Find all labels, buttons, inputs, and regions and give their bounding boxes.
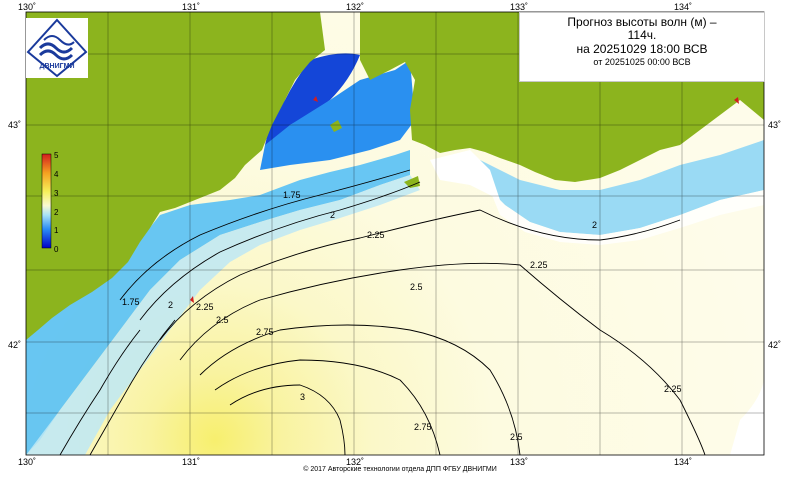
- red-marker-icon: [313, 96, 318, 102]
- title-line-3: на 20251029 18:00 ВСВ: [576, 42, 708, 56]
- land-north: [360, 12, 764, 182]
- footer-copyright: © 2017 Авторские технологии отдела ДПП Ф…: [303, 466, 497, 473]
- contour-lines: [59, 169, 706, 456]
- title-line-2: 114ч.: [627, 28, 657, 42]
- contour-label: 2.5: [410, 282, 423, 292]
- lon-bottom-label: 132˚: [346, 457, 365, 467]
- lon-top-label: 130˚: [18, 2, 37, 12]
- map-border: [25, 11, 765, 456]
- lon-bottom-label: 133˚: [510, 457, 529, 467]
- contour-label-group: 1.75 2 2.25 2.5 2.75 3 1.75 2 2.25 2.5 2…: [122, 190, 682, 442]
- logo-icon: ДВНИГМИ: [26, 18, 88, 78]
- lon-bottom-label: 134˚: [674, 457, 693, 467]
- lon-top-label: 131˚: [182, 2, 201, 12]
- coastal-band-east: [480, 140, 764, 235]
- contour-label: 2.25: [664, 384, 682, 394]
- sea-light-area: [730, 380, 764, 455]
- lon-top-label: 134˚: [674, 2, 693, 12]
- scale-tick-label: 4: [54, 170, 59, 179]
- lon-bottom-label: 131˚: [182, 457, 201, 467]
- contour-label: 2.75: [256, 327, 274, 337]
- red-marker-icon: [190, 296, 194, 303]
- logo-text: ДВНИГМИ: [40, 63, 75, 70]
- contour-label: 2: [592, 220, 597, 230]
- scale-tick-label: 3: [54, 189, 59, 198]
- bay-shallow: [260, 60, 415, 170]
- scale-tick-label: 5: [54, 151, 59, 160]
- coastal-band-west-outer: [26, 175, 420, 455]
- land-west: [26, 12, 325, 340]
- contour-label: 2.5: [216, 315, 229, 325]
- contour-label: 2.5: [510, 432, 523, 442]
- logo: ДВНИГМИ: [26, 18, 88, 78]
- contour-label: 2.25: [196, 302, 214, 312]
- contour-label: 2.25: [530, 260, 548, 270]
- contour-label: 3: [300, 392, 305, 402]
- lat-right-label: 43˚: [768, 120, 782, 130]
- contour-label: 1.75: [283, 190, 301, 200]
- lat-right-label: 42˚: [768, 340, 782, 350]
- coastal-band-east-white: [490, 190, 764, 245]
- lon-top-label: 133˚: [510, 2, 529, 12]
- title-line-1: Прогноз высоты волн (м) –: [567, 15, 717, 29]
- title-line-4: от 20251025 00:00 ВСВ: [593, 57, 691, 67]
- contour-label: 1.75: [122, 297, 140, 307]
- contour-label: 2: [168, 300, 173, 310]
- lon-top-label: 132˚: [346, 2, 365, 12]
- grid-lines: [26, 12, 764, 455]
- scale-tick-label: 2: [54, 208, 59, 217]
- lon-bottom-label: 130˚: [18, 457, 37, 467]
- scale-tick-label: 1: [54, 226, 59, 235]
- coast-white-patch: [430, 150, 500, 200]
- island-1: [404, 176, 420, 188]
- red-marker-icon: [734, 97, 739, 104]
- contour-label: 2: [330, 210, 335, 220]
- island-2: [330, 120, 342, 132]
- lat-left-label: 42˚: [8, 340, 22, 350]
- contour-label: 2.75: [414, 422, 432, 432]
- scale-tick-label: 0: [54, 245, 59, 254]
- color-scale: [41, 153, 52, 249]
- lat-left-label: 43˚: [8, 120, 22, 130]
- title-box: Прогноз высоты волн (м) – 114ч. на 20251…: [519, 12, 765, 82]
- coastal-band-west: [26, 150, 410, 455]
- deep-water-bay: [265, 53, 360, 146]
- contour-label: 2.25: [367, 230, 385, 240]
